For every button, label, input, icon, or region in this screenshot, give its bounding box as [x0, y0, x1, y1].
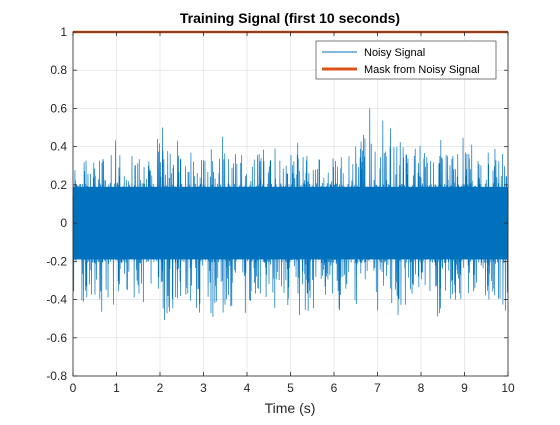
legend-label-noisy-signal: Noisy Signal [364, 47, 425, 59]
noisy-signal-line [72, 108, 509, 320]
y-tick-label: 0.4 [50, 140, 67, 154]
x-tick-label: 7 [374, 381, 381, 395]
plot-layer: 0 1 2 3 4 5 6 7 8 9 10 -0.8 -0.6 -0.4 -0.2 0 0.2 0.4 0.6 0.… [46, 25, 515, 395]
x-tick-label: 10 [501, 381, 515, 395]
x-tick-label: 6 [331, 381, 338, 395]
chart-title: Training Signal (first 10 seconds) [180, 10, 400, 26]
y-tick-label: -0.6 [46, 331, 67, 345]
y-tick-label: 0 [60, 216, 67, 230]
y-tick-label: -0.4 [46, 293, 67, 307]
x-tick-label: 1 [113, 381, 120, 395]
y-tick-label: -0.2 [46, 254, 67, 268]
x-tick-label: 9 [461, 381, 468, 395]
x-tick-label: 8 [418, 381, 425, 395]
y-tick-label: 0.6 [50, 101, 67, 115]
legend: Noisy Signal Mask from Noisy Signal [315, 40, 497, 80]
x-tick-label: 5 [287, 381, 294, 395]
x-axis-label: Time (s) [265, 400, 316, 416]
x-tick-label: 3 [200, 381, 207, 395]
tick-marks: 0 1 2 3 4 5 6 7 8 9 10 -0.8 -0.6 -0.4 -0.2 0 0.2 0.4 0.6 0.… [46, 25, 515, 395]
x-tick-label: 4 [244, 381, 251, 395]
x-tick-label: 0 [70, 381, 77, 395]
y-tick-label: -0.8 [46, 369, 67, 383]
y-tick-label: 0.8 [50, 63, 67, 77]
y-tick-label: 1 [60, 25, 67, 39]
legend-box [315, 40, 497, 80]
y-tick-label: 0.2 [50, 178, 67, 192]
x-tick-label: 2 [157, 381, 164, 395]
legend-label-mask: Mask from Noisy Signal [364, 64, 480, 76]
